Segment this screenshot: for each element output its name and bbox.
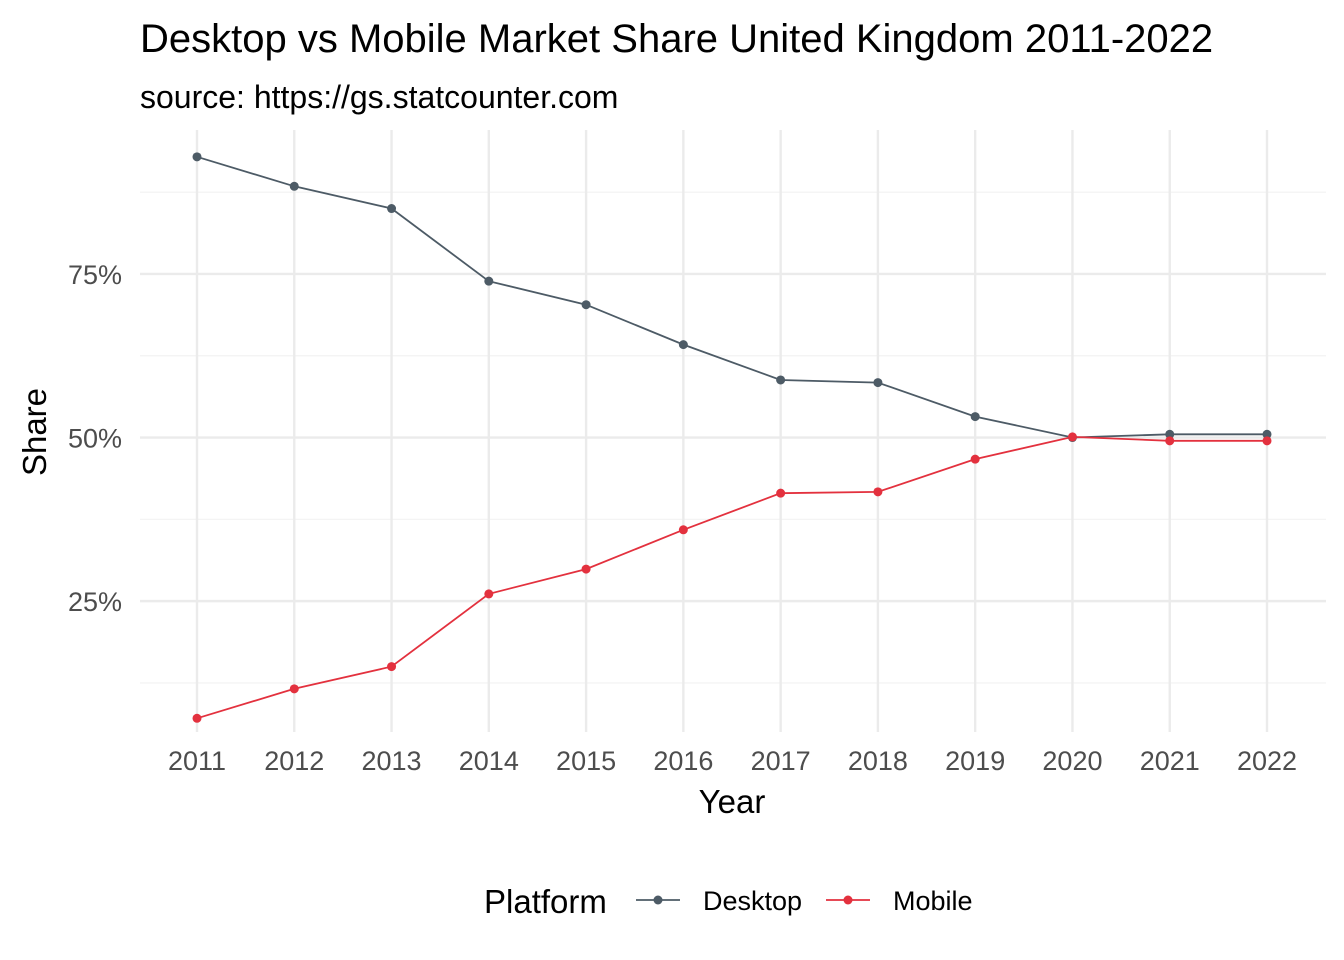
data-point-desktop [387,204,397,214]
y-tick-label: 25% [68,587,122,617]
data-point-mobile [776,488,786,498]
x-tick-label: 2019 [945,746,1005,776]
data-point-desktop [1165,429,1175,439]
series-line-desktop [196,155,1267,439]
data-point-desktop [873,378,883,388]
y-tick-label: 75% [68,260,122,290]
data-point-mobile [970,454,980,464]
data-point-mobile [484,589,494,599]
series-lines [196,155,1267,720]
x-axis-tick-labels: 2011 2012 2013 2014 2015 2016 2017 2018 2019 2020… [168,746,1297,776]
x-tick-label: 2013 [362,746,422,776]
minor-gridlines [140,191,1326,684]
data-point-desktop [776,375,786,385]
legend-title: Platform [484,883,607,920]
x-tick-label: 2018 [848,746,908,776]
data-point-mobile [289,684,299,694]
major-gridlines [140,130,1326,732]
x-tick-label: 2021 [1140,746,1200,776]
x-tick-label: 2014 [459,746,519,776]
series-line-mobile [196,435,1267,720]
x-tick-label: 2016 [653,746,713,776]
data-point-mobile [581,564,591,574]
chart-subtitle: source: https://gs.statcounter.com [140,79,618,115]
data-point-mobile [387,662,397,672]
data-point-desktop [484,276,494,286]
x-axis-title: Year [699,783,766,820]
y-axis-tick-labels: 25% 50% 75% [68,260,122,617]
data-point-mobile [1067,432,1077,442]
data-point-desktop [192,152,202,162]
data-point-mobile [678,525,688,535]
data-point-desktop [289,181,299,191]
legend: Platform Desktop Mobile [484,883,973,920]
data-point-desktop [1262,429,1272,439]
data-point-mobile [873,487,883,497]
legend-point-desktop [653,895,663,905]
data-point-desktop [970,412,980,422]
legend-label-desktop: Desktop [703,886,802,916]
legend-label-mobile: Mobile [893,886,973,916]
data-point-desktop [581,300,591,310]
data-point-mobile [192,713,202,723]
chart-title: Desktop vs Mobile Market Share United Ki… [140,17,1213,61]
x-tick-label: 2017 [751,746,811,776]
data-point-desktop [678,340,688,350]
x-tick-label: 2020 [1042,746,1102,776]
data-point-mobile [1165,436,1175,446]
series-points [192,152,1272,723]
y-tick-label: 50% [68,424,122,454]
x-tick-label: 2022 [1237,746,1297,776]
x-tick-label: 2015 [556,746,616,776]
legend-point-mobile [843,895,853,905]
x-tick-label: 2011 [168,746,226,776]
legend-items: Desktop Mobile [636,886,973,916]
data-point-mobile [1262,436,1272,446]
y-axis-title: Share [16,388,53,476]
x-tick-label: 2012 [264,746,324,776]
